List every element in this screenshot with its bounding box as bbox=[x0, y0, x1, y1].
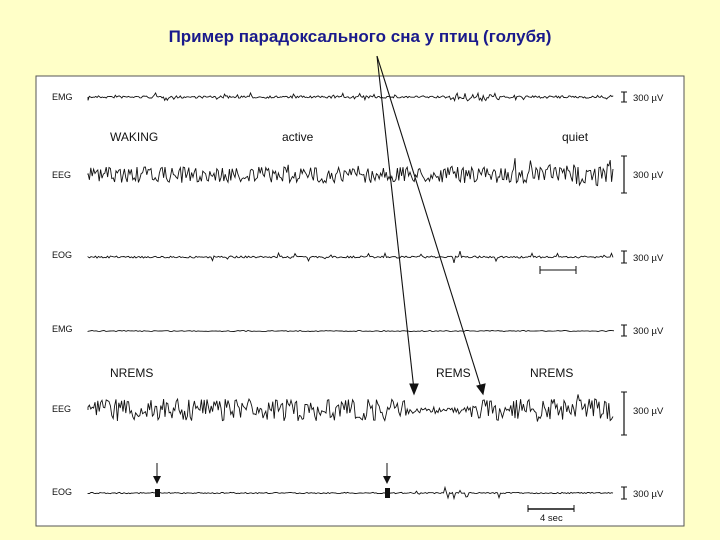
svg-text:300 µV: 300 µV bbox=[633, 326, 664, 337]
scale-bar-eeg-top: 300 µV bbox=[621, 155, 664, 194]
svg-text:300 µV: 300 µV bbox=[633, 406, 664, 417]
svg-text:300 µV: 300 µV bbox=[633, 489, 664, 500]
svg-text:300 µV: 300 µV bbox=[633, 170, 664, 181]
state-nrems-2: NREMS bbox=[530, 366, 573, 380]
pointer-arrows bbox=[376, 55, 486, 396]
state-waking: WAKING bbox=[110, 130, 158, 144]
label-eeg-top: EEG bbox=[52, 170, 71, 180]
eog-arrow-1 bbox=[153, 463, 161, 497]
label-emg-top: EMG bbox=[52, 92, 73, 102]
trace-eog-top bbox=[87, 250, 614, 264]
eog-arrow-2 bbox=[383, 463, 391, 498]
time-scale-bar: 4 sec bbox=[527, 505, 575, 524]
trace-eog-bottom bbox=[87, 485, 614, 501]
svg-text:300 µV: 300 µV bbox=[633, 253, 664, 264]
state-quiet: quiet bbox=[562, 130, 589, 144]
state-nrems-1: NREMS bbox=[110, 366, 153, 380]
scale-bar-eog-bottom: 300 µV bbox=[621, 486, 664, 500]
label-eog-bottom: EOG bbox=[52, 487, 72, 497]
svg-text:4 sec: 4 sec bbox=[540, 513, 563, 524]
eog-time-marker bbox=[539, 266, 577, 274]
scale-bar-emg-top: 300 µV bbox=[621, 91, 664, 104]
trace-emg-bottom bbox=[87, 330, 615, 332]
page-title: Пример парадоксального сна у птиц (голуб… bbox=[168, 27, 552, 46]
scale-bar-eeg-bottom: 300 µV bbox=[621, 391, 664, 436]
trace-emg-top bbox=[87, 91, 614, 103]
svg-text:300 µV: 300 µV bbox=[633, 93, 664, 104]
trace-eeg-bottom bbox=[87, 394, 614, 422]
scale-bar-emg-bottom: 300 µV bbox=[621, 324, 664, 337]
label-eog-top: EOG bbox=[52, 250, 72, 260]
label-emg-bottom: EMG bbox=[52, 324, 73, 334]
label-eeg-bottom: EEG bbox=[52, 404, 71, 414]
scale-bar-eog-top: 300 µV bbox=[621, 250, 664, 264]
state-active: active bbox=[282, 130, 314, 144]
state-rems: REMS bbox=[436, 366, 471, 380]
trace-eeg-top bbox=[87, 158, 614, 187]
